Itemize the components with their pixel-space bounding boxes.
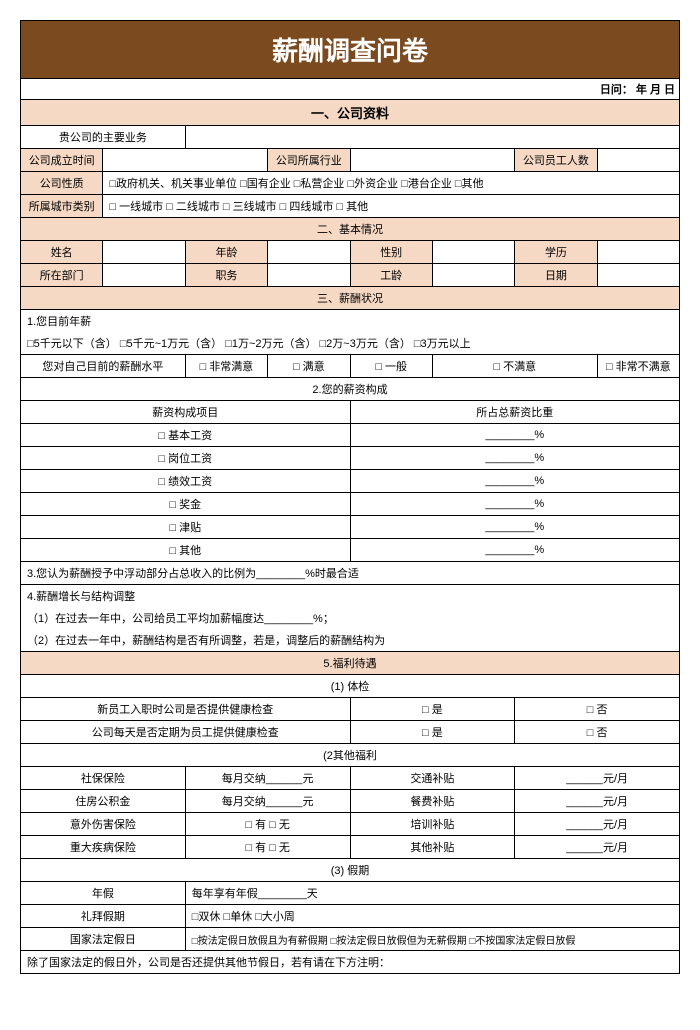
social-label: 社保保险 [21, 767, 186, 790]
q2-pct-3[interactable]: ________% [350, 493, 680, 516]
q4-line2: （2）在过去一年中，薪酬结构是否有所调整，若是，调整后的薪酬结构为 [21, 629, 680, 652]
education-value[interactable] [597, 241, 679, 264]
other-val[interactable]: ______元/月 [515, 836, 680, 859]
q2-pct-0[interactable]: ________% [350, 424, 680, 447]
national-label: 国家法定假日 [21, 928, 186, 951]
dept-value[interactable] [103, 264, 185, 287]
q5-3-title: (3) 假期 [21, 859, 680, 882]
q2-item-2[interactable]: □ 绩效工资 [21, 470, 351, 493]
meal-val[interactable]: ______元/月 [515, 790, 680, 813]
gender-label: 性别 [350, 241, 432, 264]
survey-table: 一、公司资料 贵公司的主要业务 公司成立时间 公司所属行业 公司员工人数 公司性… [20, 99, 680, 974]
q1b-opt3[interactable]: □ 一般 [350, 355, 432, 378]
transport-label: 交通补贴 [350, 767, 515, 790]
nature-label: 公司性质 [21, 172, 103, 195]
education-label: 学历 [515, 241, 597, 264]
q2-col1: 薪资构成项目 [21, 401, 351, 424]
business-label: 贵公司的主要业务 [21, 126, 186, 149]
accident-label: 意外伤害保险 [21, 813, 186, 836]
dept-label: 所在部门 [21, 264, 103, 287]
footer-text: 除了国家法定的假日外，公司是否还提供其他节假日，若有请在下方注明： [21, 951, 680, 974]
section3-title: 三、薪酬状况 [21, 287, 680, 310]
illness-val[interactable]: □ 有 □ 无 [185, 836, 350, 859]
transport-val[interactable]: ______元/月 [515, 767, 680, 790]
age-value[interactable] [268, 241, 350, 264]
q2-item-4[interactable]: □ 津贴 [21, 516, 351, 539]
q4-line1: （1）在过去一年中，公司给员工平均加薪幅度达________%； [21, 607, 680, 629]
weekend-label: 礼拜假期 [21, 905, 186, 928]
industry-label: 公司所属行业 [268, 149, 350, 172]
age-label: 年龄 [185, 241, 267, 264]
employee-count-label: 公司员工人数 [515, 149, 597, 172]
title-banner: 薪酬调查问卷 [20, 20, 680, 79]
section2-title: 二、基本情况 [21, 218, 680, 241]
housing-val[interactable]: 每月交纳______元 [185, 790, 350, 813]
training-label: 培训补贴 [350, 813, 515, 836]
q2-item-3[interactable]: □ 奖金 [21, 493, 351, 516]
q2-pct-2[interactable]: ________% [350, 470, 680, 493]
city-options[interactable]: □ 一线城市 □ 二线城市 □ 三线城市 □ 四线城市 □ 其他 [103, 195, 680, 218]
employee-count-value[interactable] [597, 149, 679, 172]
q3-text: 3.您认为薪酬授予中浮动部分占总收入的比例为________%时最合适 [21, 562, 680, 585]
date2-label: 日期 [515, 264, 597, 287]
q2-pct-5[interactable]: ________% [350, 539, 680, 562]
weekend-options[interactable]: □双休 □单休 □大小周 [185, 905, 679, 928]
illness-label: 重大疾病保险 [21, 836, 186, 859]
q1b-opt1[interactable]: □ 非常满意 [185, 355, 267, 378]
nature-options[interactable]: □政府机关、机关事业单位 □国有企业 □私营企业 □外资企业 □港台企业 □其他 [103, 172, 680, 195]
q2-item-5[interactable]: □ 其他 [21, 539, 351, 562]
section1-title: 一、公司资料 [21, 100, 680, 126]
q5-title: 5.福利待遇 [21, 652, 680, 675]
q2-item-0[interactable]: □ 基本工资 [21, 424, 351, 447]
q2-col2: 所占总薪资比重 [350, 401, 680, 424]
position-label: 职务 [185, 264, 267, 287]
meal-label: 餐费补贴 [350, 790, 515, 813]
q1-label: 1.您目前年薪 [21, 310, 680, 333]
q5-1-title: (1) 体检 [21, 675, 680, 698]
q5-1-q2-no[interactable]: □ 否 [515, 721, 680, 744]
annual-label: 年假 [21, 882, 186, 905]
q4-title: 4.薪酬增长与结构调整 [21, 585, 680, 608]
city-label: 所属城市类别 [21, 195, 103, 218]
national-options[interactable]: □按法定假日放假且为有薪假期 □按法定假日放假但为无薪假期 □不按国家法定假日放… [185, 928, 679, 951]
position-value[interactable] [268, 264, 350, 287]
tenure-label: 工龄 [350, 264, 432, 287]
q2-title: 2.您的薪资构成 [21, 378, 680, 401]
industry-value[interactable] [350, 149, 515, 172]
founding-value[interactable] [103, 149, 268, 172]
date2-value[interactable] [597, 264, 679, 287]
other-label: 其他补贴 [350, 836, 515, 859]
annual-val[interactable]: 每年享有年假________天 [185, 882, 679, 905]
q5-1-q1-no[interactable]: □ 否 [515, 698, 680, 721]
q1-options[interactable]: □5千元以下（含） □5千元~1万元（含） □1万~2万元（含） □2万~3万元… [21, 332, 680, 355]
training-val[interactable]: ______元/月 [515, 813, 680, 836]
date-label: 日问： 年 月 日 [20, 79, 680, 99]
q2-pct-4[interactable]: ________% [350, 516, 680, 539]
q5-1-q1-yes[interactable]: □ 是 [350, 698, 515, 721]
q2-item-1[interactable]: □ 岗位工资 [21, 447, 351, 470]
q5-1-q2: 公司每天是否定期为员工提供健康检查 [21, 721, 351, 744]
tenure-value[interactable] [432, 264, 514, 287]
name-value[interactable] [103, 241, 185, 264]
accident-val[interactable]: □ 有 □ 无 [185, 813, 350, 836]
housing-label: 住房公积金 [21, 790, 186, 813]
name-label: 姓名 [21, 241, 103, 264]
q1b-opt2[interactable]: □ 满意 [268, 355, 350, 378]
business-value[interactable] [185, 126, 679, 149]
q1b-opt4[interactable]: □ 不满意 [432, 355, 597, 378]
social-val[interactable]: 每月交纳______元 [185, 767, 350, 790]
q1b-label: 您对自己目前的薪酬水平 [21, 355, 186, 378]
q1b-opt5[interactable]: □ 非常不满意 [597, 355, 679, 378]
q5-1-q2-yes[interactable]: □ 是 [350, 721, 515, 744]
q5-1-q1: 新员工入职时公司是否提供健康检查 [21, 698, 351, 721]
q5-2-title: (2其他福利 [21, 744, 680, 767]
founding-label: 公司成立时间 [21, 149, 103, 172]
q2-pct-1[interactable]: ________% [350, 447, 680, 470]
gender-value[interactable] [432, 241, 514, 264]
